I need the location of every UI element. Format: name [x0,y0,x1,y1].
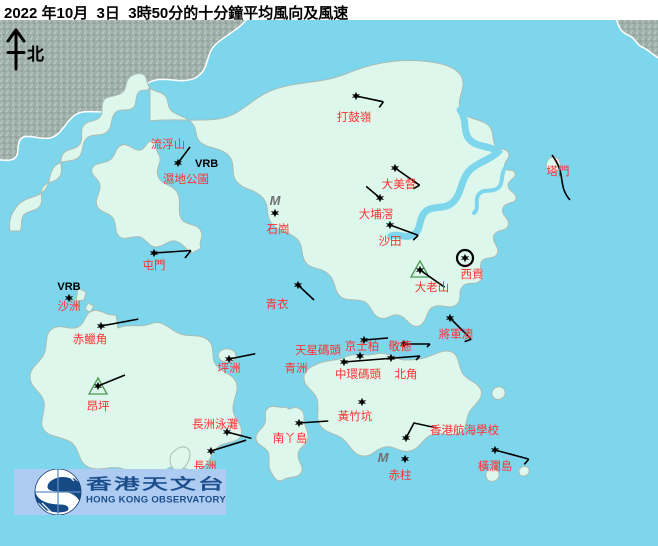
svg-text:赤柱: 赤柱 [389,468,412,482]
svg-text:中環碼頭: 中環碼頭 [335,368,381,381]
svg-text:天星碼頭: 天星碼頭 [295,344,341,357]
svg-text:屯門: 屯門 [143,259,166,272]
svg-text:大老山: 大老山 [415,280,450,294]
svg-text:石崗: 石崗 [267,223,290,236]
svg-text:流浮山: 流浮山 [151,137,186,151]
svg-text:赤鱲角: 赤鱲角 [73,333,108,346]
svg-text:VRB: VRB [57,281,80,293]
svg-text:香港天文台: 香港天文台 [86,475,226,493]
svg-text:M: M [378,450,390,465]
svg-text:M: M [270,193,282,208]
svg-text:橫瀾島: 橫瀾島 [478,459,513,473]
svg-text:敬德: 敬德 [389,339,412,353]
svg-text:西貢: 西貢 [461,268,484,281]
svg-text:VRB: VRB [195,158,218,170]
svg-text:香港航海學校: 香港航海學校 [430,423,499,437]
svg-text:將軍澳: 將軍澳 [439,327,474,341]
svg-text:打鼓嶺: 打鼓嶺 [337,110,372,124]
svg-text:北角: 北角 [395,368,418,381]
svg-text:昂坪: 昂坪 [87,400,110,413]
svg-text:青衣: 青衣 [266,297,289,311]
svg-text:京士柏: 京士柏 [345,339,380,353]
svg-text:長洲泳灘: 長洲泳灘 [192,417,238,431]
svg-text:坪洲: 坪洲 [218,362,241,375]
svg-text:大美督: 大美督 [382,177,417,191]
svg-text:HONG KONG OBSERVATORY: HONG KONG OBSERVATORY [86,494,226,505]
svg-text:塔門: 塔門 [547,165,570,178]
svg-text:南丫島: 南丫島 [273,431,308,445]
svg-text:沙田: 沙田 [379,235,402,248]
svg-text:黃竹坑: 黃竹坑 [338,409,373,423]
svg-text:濕地公園: 濕地公園 [163,173,209,186]
svg-text:北: 北 [27,45,44,64]
svg-text:沙洲: 沙洲 [58,300,81,313]
svg-text:大埔滘: 大埔滘 [359,207,394,221]
svg-text:青洲: 青洲 [285,362,308,375]
